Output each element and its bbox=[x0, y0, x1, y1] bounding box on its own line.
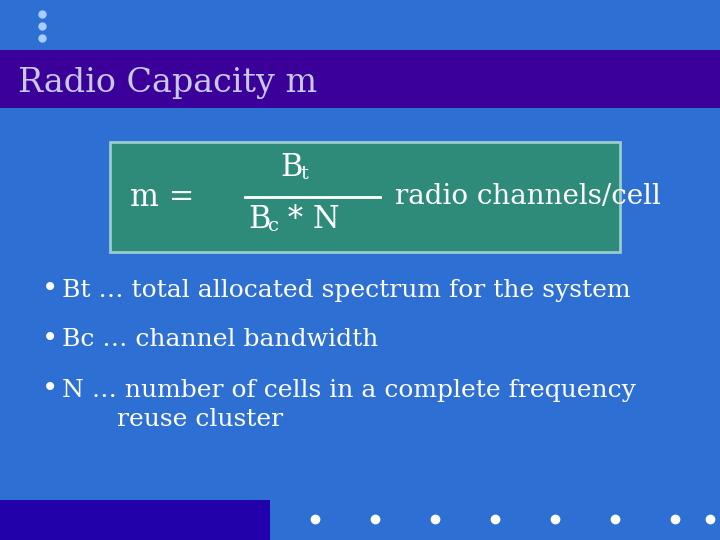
Text: m =: m = bbox=[130, 181, 194, 213]
Text: N … number of cells in a complete frequency: N … number of cells in a complete freque… bbox=[62, 379, 636, 402]
Bar bbox=[0, 50, 720, 108]
Text: •: • bbox=[42, 376, 58, 403]
Text: t: t bbox=[300, 165, 308, 183]
Text: B: B bbox=[248, 205, 271, 235]
Text: radio channels/cell: radio channels/cell bbox=[395, 184, 661, 211]
FancyBboxPatch shape bbox=[110, 142, 620, 252]
Text: * N: * N bbox=[278, 205, 340, 235]
Text: •: • bbox=[42, 276, 58, 303]
Text: Bt … total allocated spectrum for the system: Bt … total allocated spectrum for the sy… bbox=[62, 279, 631, 301]
Bar bbox=[0, 500, 270, 540]
Text: Bc … channel bandwidth: Bc … channel bandwidth bbox=[62, 328, 379, 352]
Text: reuse cluster: reuse cluster bbox=[117, 408, 283, 431]
Text: c: c bbox=[268, 217, 279, 235]
Text: •: • bbox=[42, 327, 58, 354]
Text: Radio Capacity m: Radio Capacity m bbox=[18, 67, 317, 99]
Text: B: B bbox=[280, 152, 302, 184]
